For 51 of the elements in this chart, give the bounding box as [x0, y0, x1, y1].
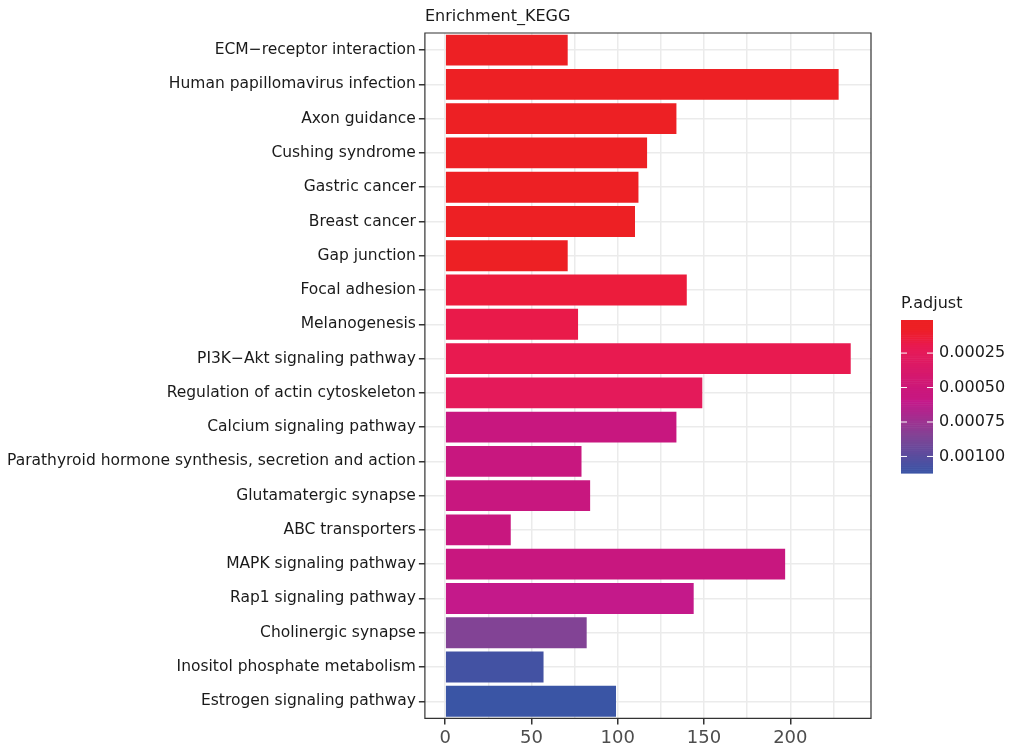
color-bar-title: P.adjust [901, 293, 963, 313]
bar [445, 68, 839, 100]
y-tick-label: Cholinergic synapse [260, 622, 416, 641]
y-tick-label: Estrogen signaling pathway [200, 691, 416, 710]
y-tick-label: Parathyroid hormone synthesis, secretion and action [6, 451, 416, 470]
bar [445, 617, 587, 649]
bar [445, 308, 579, 340]
y-tick-label: ECM−receptor interaction [214, 40, 416, 59]
y-tick-label: MAPK signaling pathway [226, 554, 416, 573]
bar [445, 343, 851, 374]
bar [445, 583, 694, 614]
x-tick-label: 100 [600, 725, 635, 747]
bar [445, 171, 639, 203]
bar [445, 445, 582, 477]
y-tick-label: Breast cancer [308, 211, 417, 230]
bar [445, 206, 636, 237]
y-tick-label: ABC transporters [283, 519, 416, 538]
y-tick-label: PI3K−Akt signaling pathway [197, 348, 416, 367]
x-tick-label: 0 [439, 725, 451, 747]
y-tick-label: Gap junction [317, 245, 416, 264]
y-tick-label: Human papillomavirus infection [168, 74, 416, 93]
y-tick-label: Focal adhesion [300, 280, 416, 299]
bar [445, 274, 687, 306]
y-tick-label: Calcium signaling pathway [207, 417, 416, 436]
bar [445, 137, 648, 169]
bar [445, 514, 511, 546]
x-tick-label: 200 [773, 725, 808, 747]
bar [445, 411, 677, 443]
y-tick-label: Gastric cancer [303, 177, 417, 196]
y-tick-label: Inositol phosphate metabolism [176, 657, 416, 676]
bar [445, 685, 617, 717]
x-tick-label: 150 [686, 725, 722, 747]
color-bar-label: 0.00075 [939, 411, 1006, 431]
bar [445, 240, 568, 272]
bar [445, 377, 703, 409]
bar [445, 103, 677, 135]
chart-title: Enrichment_KEGG [424, 6, 571, 27]
y-tick-label: Axon guidance [301, 108, 416, 127]
x-tick-label: 50 [520, 725, 543, 747]
color-bar-label: 0.00050 [939, 376, 1006, 396]
bar [445, 480, 591, 512]
bar [445, 651, 544, 683]
bar [445, 548, 786, 580]
y-tick-label: Glutamatergic synapse [236, 485, 416, 504]
color-bar-label: 0.00025 [939, 342, 1006, 362]
y-tick-label: Regulation of actin cytoskeleton [166, 382, 416, 401]
color-bar-label: 0.00100 [939, 445, 1006, 465]
y-tick-label: Rap1 signaling pathway [230, 588, 416, 607]
bar [445, 34, 568, 66]
y-tick-label: Cushing syndrome [271, 142, 416, 161]
y-tick-label: Melanogenesis [300, 314, 416, 333]
